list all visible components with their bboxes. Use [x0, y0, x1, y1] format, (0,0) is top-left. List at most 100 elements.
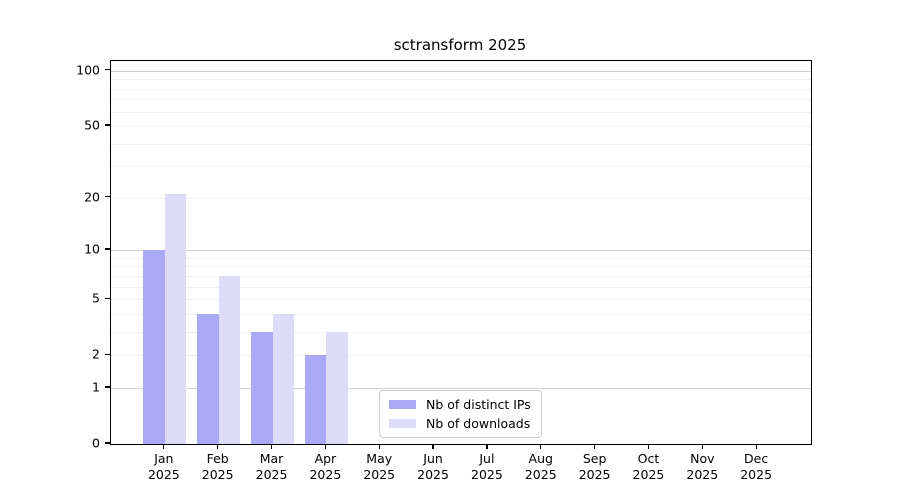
bar-downloads — [218, 275, 241, 444]
legend-swatch — [389, 419, 416, 428]
x-tick-label: Sep 2025 — [563, 451, 627, 482]
x-tick — [647, 444, 650, 449]
y-tick-label: 2 — [92, 346, 100, 362]
x-tick-label: Feb 2025 — [186, 451, 250, 482]
x-tick-month: Jun — [423, 451, 443, 466]
x-tick — [540, 444, 542, 449]
x-tick — [701, 444, 703, 449]
grid-line-minor — [111, 88, 811, 90]
y-tick-label: 0 — [92, 435, 100, 451]
grid-line-minor — [111, 266, 811, 268]
grid-line-minor — [111, 111, 811, 113]
y-tick — [105, 353, 110, 355]
x-tick — [378, 444, 380, 449]
x-tick-month: May — [366, 451, 393, 466]
grid-line-minor — [111, 331, 811, 333]
x-tick-year: 2025 — [255, 466, 288, 482]
x-tick-year: 2025 — [309, 466, 342, 482]
bar-downloads — [326, 331, 348, 444]
x-tick-label: Oct 2025 — [616, 451, 680, 482]
y-tick — [105, 442, 110, 444]
x-tick-label: Apr 2025 — [293, 451, 357, 482]
y-tick-label: 50 — [84, 117, 100, 133]
grid-line-major — [111, 387, 811, 389]
x-tick-label: Jan 2025 — [132, 451, 196, 482]
bar-distinct-ips — [251, 331, 273, 444]
legend-item: Nb of distinct IPs — [389, 397, 531, 412]
y-tick — [105, 69, 110, 71]
y-tick — [105, 124, 110, 126]
y-tick — [105, 248, 110, 250]
grid-line-minor — [111, 197, 811, 199]
x-tick-label: Nov 2025 — [670, 451, 734, 482]
y-tick — [105, 196, 110, 198]
y-tick-label: 20 — [84, 189, 100, 205]
grid-line-major — [111, 70, 811, 72]
y-tick-label: 5 — [92, 290, 100, 306]
grid-line-minor — [111, 355, 811, 357]
grid-line-minor — [111, 313, 811, 315]
bar-downloads — [164, 194, 187, 444]
y-tick-label: 10 — [84, 241, 100, 257]
x-tick-month: Jul — [479, 451, 495, 466]
x-tick-label: Mar 2025 — [240, 451, 304, 482]
x-tick-month: Apr — [314, 451, 337, 466]
x-tick-year: 2025 — [686, 466, 719, 482]
x-tick-year: 2025 — [147, 466, 180, 482]
x-tick-month: Aug — [528, 451, 553, 466]
x-tick-year: 2025 — [524, 466, 557, 482]
x-tick-year: 2025 — [417, 466, 449, 482]
grid-line-minor — [111, 299, 811, 301]
x-tick-year: 2025 — [578, 466, 611, 482]
x-tick-month: Oct — [637, 451, 660, 466]
chart-title: sctransform 2025 — [393, 36, 527, 54]
x-tick-label: Aug 2025 — [509, 451, 573, 482]
y-tick — [105, 386, 110, 388]
x-tick — [432, 444, 434, 449]
x-tick-year: 2025 — [471, 466, 503, 482]
x-tick-month: Sep — [582, 451, 607, 466]
legend-label: Nb of downloads — [426, 416, 531, 431]
legend-label: Nb of distinct IPs — [426, 397, 531, 412]
x-tick-year: 2025 — [632, 466, 665, 482]
x-tick-label: Dec 2025 — [724, 451, 788, 482]
x-tick-year: 2025 — [740, 466, 773, 482]
grid-line-minor — [111, 126, 811, 128]
y-tick-label: 100 — [76, 62, 100, 78]
legend-item: Nb of downloads — [389, 416, 531, 431]
x-tick-month: Feb — [206, 451, 229, 466]
legend: Nb of distinct IPs Nb of downloads — [379, 390, 542, 438]
x-tick-month: Jan — [154, 451, 174, 466]
x-tick-month: Dec — [744, 451, 769, 466]
x-tick-label: Jul 2025 — [455, 451, 519, 482]
grid-line-major — [111, 250, 811, 252]
grid-line-minor — [111, 275, 811, 277]
x-tick — [163, 444, 165, 449]
x-tick-label: Jun 2025 — [401, 451, 465, 482]
y-tick-label: 1 — [92, 379, 100, 395]
grid-line-minor — [111, 79, 811, 81]
y-tick — [105, 297, 110, 299]
x-tick-month: Mar — [259, 451, 284, 466]
x-tick-year: 2025 — [201, 466, 234, 482]
x-tick-label: May 2025 — [347, 451, 411, 482]
grid-line-minor — [111, 99, 811, 101]
x-tick — [755, 444, 757, 449]
legend-swatch — [389, 400, 416, 409]
plot-canvas — [111, 61, 811, 444]
x-tick-year: 2025 — [363, 466, 396, 482]
bar-downloads — [272, 313, 295, 444]
plot-area — [110, 60, 812, 445]
bar-distinct-ips — [304, 355, 327, 444]
x-tick — [594, 444, 596, 449]
bar-distinct-ips — [143, 250, 165, 444]
grid-line-minor — [111, 286, 811, 288]
grid-line-minor — [111, 257, 811, 259]
bar-distinct-ips — [197, 313, 219, 444]
x-tick — [486, 444, 488, 449]
grid-line-minor — [111, 143, 811, 145]
x-tick — [324, 444, 326, 449]
x-tick — [270, 444, 273, 449]
x-tick — [217, 444, 219, 449]
